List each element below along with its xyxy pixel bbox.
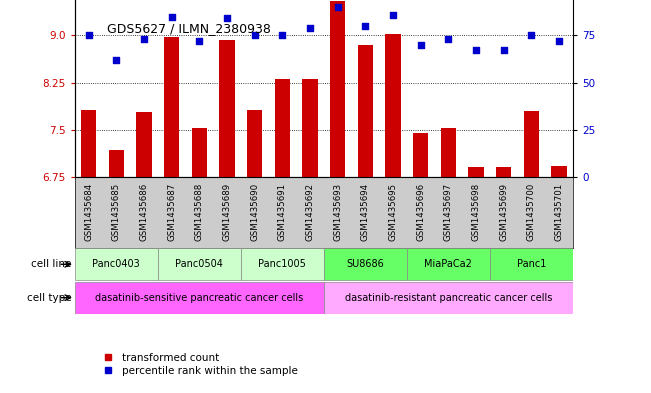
Point [360,23,370,29]
Text: GSM1435701: GSM1435701 [555,182,564,241]
Bar [241,248,324,280]
Point [499,47,509,53]
Point [194,38,204,44]
Bar [81,110,96,177]
Text: SU8686: SU8686 [346,259,384,269]
Text: GSM1435699: GSM1435699 [499,182,508,241]
Bar [524,111,539,177]
Bar [303,79,318,177]
Bar [469,167,484,177]
Point [222,15,232,22]
Bar [358,45,373,177]
Bar [275,79,290,177]
Point [83,32,94,39]
Point [388,11,398,18]
Point [415,42,426,48]
Text: dasatinib-sensitive pancreatic cancer cells: dasatinib-sensitive pancreatic cancer ce… [95,293,303,303]
Point [249,32,260,39]
Point [443,36,454,42]
Bar [75,248,158,280]
Text: GDS5627 / ILMN_2380938: GDS5627 / ILMN_2380938 [107,22,271,35]
Text: GSM1435698: GSM1435698 [471,182,480,241]
Bar [407,248,490,280]
Bar [137,112,152,177]
Point [471,47,481,53]
Text: GSM1435692: GSM1435692 [305,182,314,241]
Text: GSM1435687: GSM1435687 [167,182,176,241]
Text: GSM1435695: GSM1435695 [389,182,398,241]
Point [305,25,315,31]
Bar [551,166,566,177]
Bar [247,110,262,177]
Text: Panc1005: Panc1005 [258,259,307,269]
Text: GSM1435691: GSM1435691 [278,182,287,241]
Bar [324,248,407,280]
Bar [192,129,207,177]
Text: GSM1435693: GSM1435693 [333,182,342,241]
Point [554,38,564,44]
Bar [219,40,234,177]
Text: GSM1435696: GSM1435696 [416,182,425,241]
Point [111,57,122,63]
Text: GSM1435697: GSM1435697 [444,182,453,241]
Point [526,32,536,39]
Text: dasatinib-resistant pancreatic cancer cells: dasatinib-resistant pancreatic cancer ce… [344,293,552,303]
Bar [413,134,428,177]
Text: GSM1435689: GSM1435689 [223,182,232,241]
Text: GSM1435685: GSM1435685 [112,182,121,241]
Text: GSM1435688: GSM1435688 [195,182,204,241]
Text: GSM1435684: GSM1435684 [84,182,93,241]
Text: GSM1435700: GSM1435700 [527,182,536,241]
Text: MiaPaCa2: MiaPaCa2 [424,259,473,269]
Bar [441,129,456,177]
Text: cell line: cell line [31,259,72,269]
Point [139,36,149,42]
Bar [75,282,324,314]
Text: Panc0403: Panc0403 [92,259,140,269]
Bar [330,1,345,177]
Bar [496,167,511,177]
Bar [109,151,124,177]
Text: cell type: cell type [27,293,72,303]
Bar [385,34,400,177]
Legend: transformed count, percentile rank within the sample: transformed count, percentile rank withi… [93,349,302,380]
Bar [490,248,573,280]
Bar [158,248,241,280]
Text: Panc0504: Panc0504 [175,259,223,269]
Point [277,32,288,39]
Text: GSM1435686: GSM1435686 [139,182,148,241]
Point [167,13,177,20]
Text: GSM1435694: GSM1435694 [361,182,370,241]
Bar [324,282,573,314]
Bar [164,37,179,177]
Point [333,4,343,10]
Text: GSM1435690: GSM1435690 [250,182,259,241]
Text: Panc1: Panc1 [517,259,546,269]
